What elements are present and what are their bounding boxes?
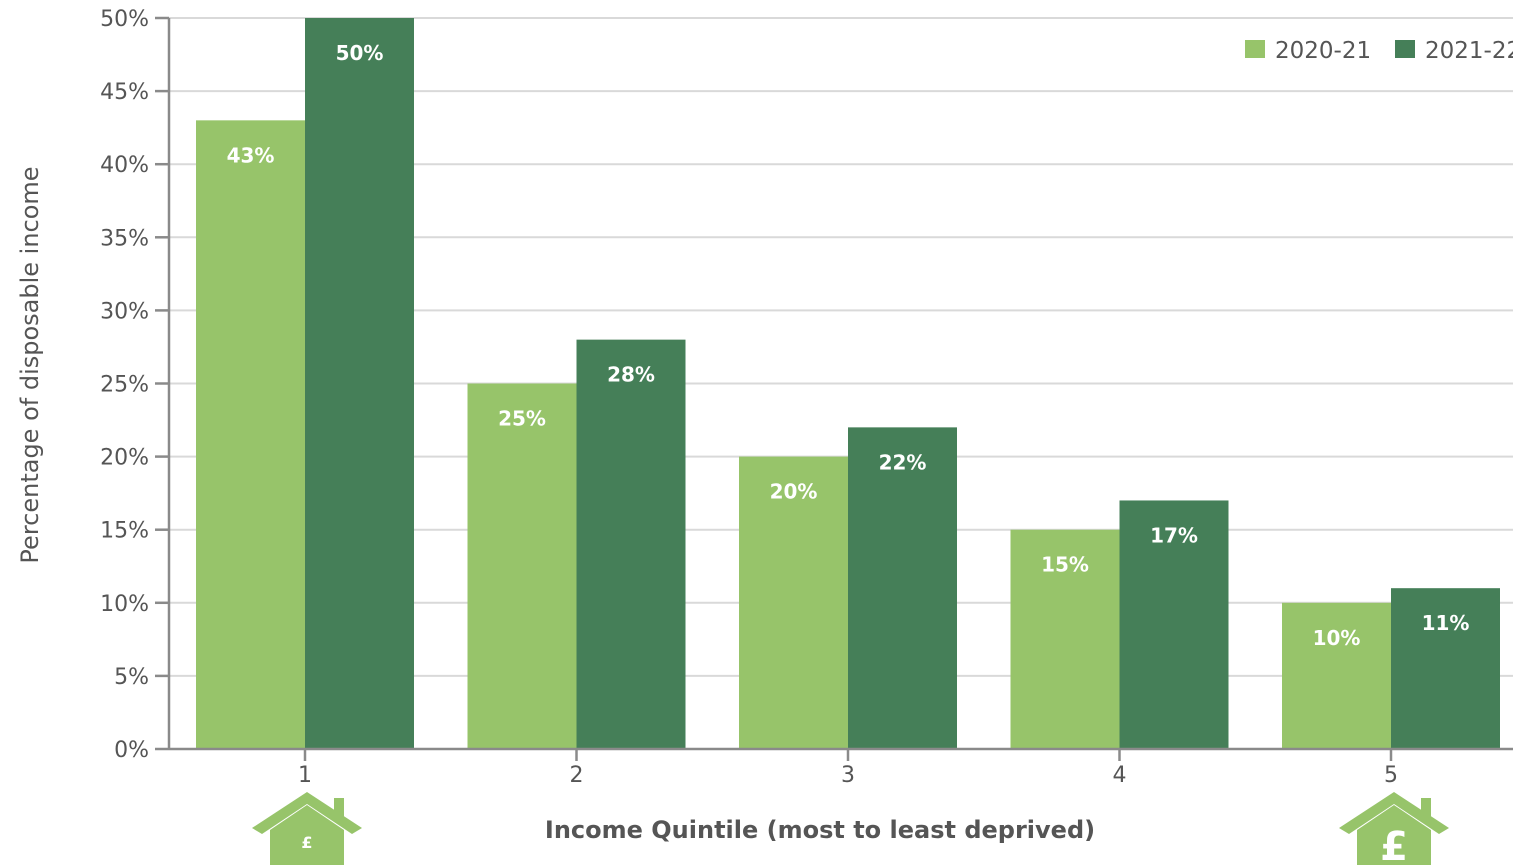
x-tick-label: 3	[841, 763, 855, 788]
y-axis-title: Percentage of disposable income	[16, 166, 44, 563]
bar-data-label: 10%	[1313, 626, 1361, 650]
x-tick-label: 2	[570, 763, 584, 788]
bar-2021-22-q4	[1119, 500, 1229, 749]
bar-data-label: 50%	[336, 41, 384, 65]
y-tick-label: 10%	[100, 592, 149, 617]
bar-2020-21-q4	[1010, 529, 1120, 749]
legend-label: 2021-22	[1425, 38, 1513, 64]
house-pound-icon: £	[1339, 792, 1449, 865]
bar-2021-22-q3	[848, 427, 957, 749]
bar-data-label: 20%	[770, 480, 818, 504]
y-tick-label: 40%	[100, 153, 149, 178]
y-tick-label: 50%	[100, 7, 149, 32]
y-tick-label: 35%	[100, 226, 149, 251]
bar-data-label: 11%	[1422, 611, 1470, 635]
bar-data-label: 43%	[227, 143, 275, 167]
bar-data-label: 25%	[498, 407, 546, 431]
bar-2020-21-q5	[1282, 602, 1391, 749]
bar-data-label: 22%	[879, 450, 927, 474]
x-tick-label: 5	[1384, 763, 1398, 788]
bar-2020-21-q2	[467, 383, 577, 749]
x-tick-label: 1	[298, 763, 312, 788]
house-pound-icon: £	[252, 792, 362, 865]
x-tick-label: 4	[1113, 763, 1127, 788]
legend: 2020-21 2021-22	[1245, 38, 1513, 64]
y-tick-label: 20%	[100, 446, 149, 471]
bars: 43% 50% 25% 28% 20% 22% 15% 17% 10% 11%	[196, 18, 1500, 750]
legend-swatch	[1395, 40, 1415, 58]
legend-label: 2020-21	[1275, 38, 1371, 64]
y-tick-label: 15%	[100, 519, 149, 544]
bar-2020-21-q1	[196, 120, 305, 750]
legend-swatch	[1245, 40, 1265, 58]
x-axis-ticks: 1 2 3 4 5	[298, 749, 1398, 788]
bar-data-label: 17%	[1150, 523, 1198, 547]
pound-symbol: £	[1380, 824, 1408, 865]
bar-data-label: 28%	[607, 363, 655, 387]
bar-2021-22-q1	[305, 18, 414, 749]
y-tick-label: 30%	[100, 299, 149, 324]
y-tick-label: 25%	[100, 373, 149, 398]
y-tick-label: 5%	[114, 665, 149, 690]
y-tick-label: 45%	[100, 80, 149, 105]
bar-data-label: 15%	[1041, 553, 1089, 577]
y-axis-ticks: 0% 5% 10% 15% 20% 25% 30% 35% 40% 45% 50%	[100, 7, 169, 763]
bar-2021-22-q5	[1391, 588, 1500, 749]
y-tick-label: 0%	[114, 738, 149, 763]
pound-symbol: £	[301, 833, 312, 852]
bar-2020-21-q3	[739, 456, 848, 749]
x-axis-title: Income Quintile (most to least deprived)	[545, 816, 1095, 844]
bar-2021-22-q2	[576, 339, 686, 749]
